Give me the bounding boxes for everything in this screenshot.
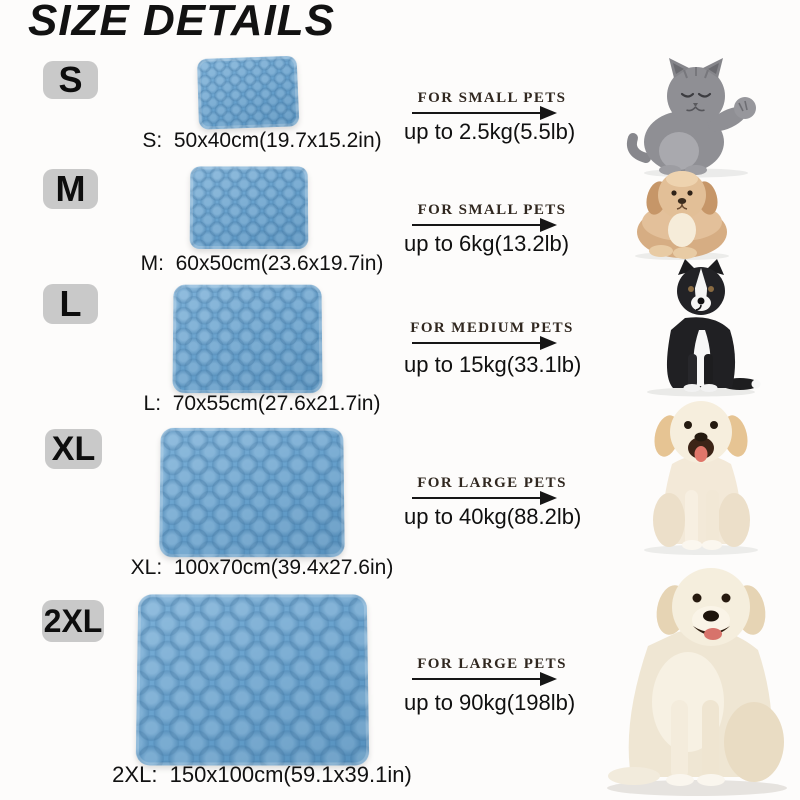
audience-label-2xl: FOR LARGE PETS — [417, 656, 567, 672]
size-badge-xl: XL — [45, 429, 102, 469]
audience-label-s: FOR SMALL PETS — [417, 90, 567, 106]
arrow-right-icon — [412, 218, 557, 232]
dimensions-m: M: 60x50cm(23.6x19.7in) — [140, 252, 384, 275]
arrow-right-icon — [412, 106, 557, 120]
cooling-mat-image-2xl — [135, 594, 370, 766]
weight-limit-s: up to 2.5kg(5.5lb) — [404, 119, 576, 144]
size-badge-s: S — [43, 59, 98, 100]
arrow-right-icon — [412, 672, 557, 686]
dimensions-2xl: 2XL: 150x100cm(59.1x39.1in) — [112, 762, 412, 787]
dimensions-xl: XL: 100x70cm(39.4x27.6in) — [130, 556, 394, 579]
pet-image-golden-retriever-puppy — [632, 392, 770, 556]
pet-image-tan-puppy — [630, 164, 734, 261]
size-badge-m: M — [43, 168, 98, 209]
pet-image-border-collie — [640, 258, 762, 397]
weight-limit-2xl: up to 90kg(198lb) — [404, 690, 576, 715]
page-title: SIZE DETAILS — [28, 0, 335, 45]
arrow-right-icon — [412, 336, 557, 350]
cooling-mat-image-m — [189, 166, 309, 249]
pet-image-golden-retriever-adult — [592, 550, 800, 798]
audience-label-m: FOR SMALL PETS — [417, 202, 567, 218]
arrow-right-icon — [412, 491, 557, 505]
weight-limit-xl: up to 40kg(88.2lb) — [404, 504, 582, 529]
weight-limit-l: up to 15kg(33.1lb) — [404, 352, 582, 377]
size-badge-2xl: 2XL — [42, 600, 104, 642]
cooling-mat-image-l — [172, 284, 323, 394]
weight-limit-m: up to 6kg(13.2lb) — [404, 231, 570, 256]
dimensions-s: S: 50x40cm(19.7x15.2in) — [142, 129, 382, 152]
cooling-mat-image-s — [197, 55, 300, 130]
pet-image-gray-kitten — [624, 56, 778, 178]
size-badge-l: L — [43, 283, 98, 324]
audience-label-l: FOR MEDIUM PETS — [410, 320, 574, 336]
dimensions-l: L: 70x55cm(27.6x21.7in) — [143, 392, 381, 415]
audience-label-xl: FOR LARGE PETS — [417, 475, 567, 491]
cooling-mat-image-xl — [159, 427, 345, 558]
